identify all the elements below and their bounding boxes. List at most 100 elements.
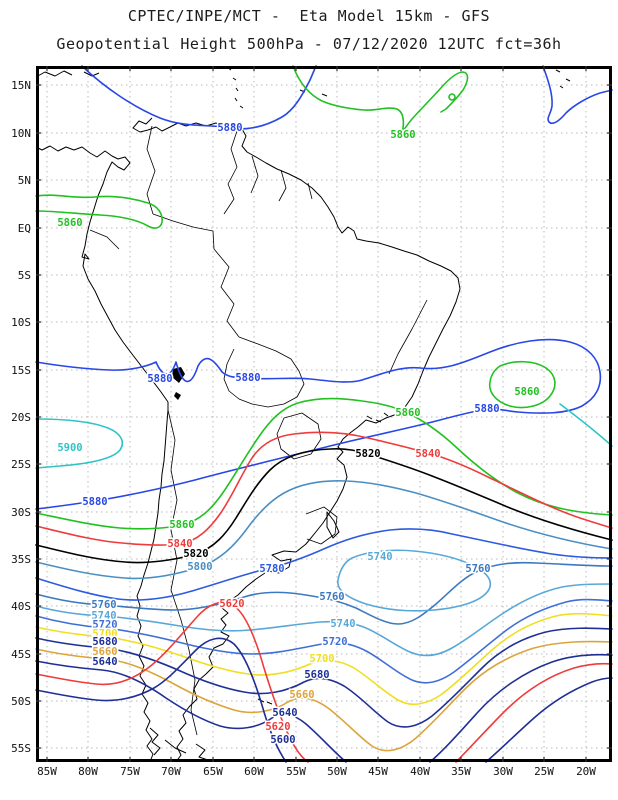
axis-ticks bbox=[36, 66, 612, 762]
lat-label-15N: 15N bbox=[11, 79, 31, 92]
contour-label-5860: 5860 bbox=[395, 407, 420, 419]
lon-label-75W: 75W bbox=[120, 765, 140, 778]
contour-5700-line bbox=[35, 612, 613, 706]
border-bolivia bbox=[223, 336, 305, 408]
contour-5600-line bbox=[35, 637, 613, 763]
contour-label-5880: 5880 bbox=[474, 403, 499, 415]
contour-label-5700: 5700 bbox=[309, 653, 334, 665]
lat-label-15S: 15S bbox=[11, 364, 31, 377]
lat-label-EQ: EQ bbox=[18, 222, 31, 235]
contour-label-5800: 5800 bbox=[187, 561, 212, 573]
contour-label-5740: 5740 bbox=[330, 618, 355, 630]
chart-title-model: CPTEC/INPE/MCT - Eta Model 15km - GFS bbox=[127, 7, 491, 25]
contour-label-5880: 5880 bbox=[235, 372, 260, 384]
border-peru-brazil bbox=[213, 248, 240, 338]
lat-label-30S: 30S bbox=[11, 506, 31, 519]
contour-label-5860: 5860 bbox=[514, 386, 539, 398]
lon-label-55W: 55W bbox=[286, 765, 306, 778]
contour-label-5880: 5880 bbox=[82, 496, 107, 508]
contour-label-5880: 5880 bbox=[147, 373, 172, 385]
contour-5860-main-line bbox=[35, 397, 613, 530]
contour-label-5760: 5760 bbox=[465, 563, 490, 575]
contour-5720-line bbox=[35, 598, 613, 684]
lon-label-50W: 50W bbox=[327, 765, 347, 778]
border-ecuador-peru bbox=[89, 229, 120, 250]
border-venezuela-colombia bbox=[146, 125, 156, 215]
borders-guianas bbox=[250, 155, 313, 202]
contour-5880-main-line bbox=[35, 338, 602, 510]
contour-label-5740: 5740 bbox=[367, 551, 392, 563]
coastline-atlantic bbox=[132, 117, 461, 763]
contour-label-5640: 5640 bbox=[272, 707, 297, 719]
contour-5880-northeast-line bbox=[542, 65, 613, 125]
contour-label-5780: 5780 bbox=[259, 563, 284, 575]
contour-5680-line bbox=[35, 627, 613, 728]
lon-label-80W: 80W bbox=[78, 765, 98, 778]
country-borders bbox=[89, 125, 428, 736]
chart-title-field: Geopotential Height 500hPa - 07/12/2020 … bbox=[56, 35, 562, 53]
contour-5860-small-loop bbox=[448, 93, 456, 101]
lat-label-50S: 50S bbox=[11, 695, 31, 708]
contour-5900-southeast-line bbox=[559, 403, 613, 447]
axis-labels: 85W 80W 75W 70W 65W 60W 55W 50W 45W 40W 35W 30W 25W 2… bbox=[11, 79, 596, 778]
contour-label-5620: 5620 bbox=[265, 721, 290, 733]
lon-label-65W: 65W bbox=[203, 765, 223, 778]
contour-label-5820: 5820 bbox=[355, 448, 380, 460]
lake-titicaca bbox=[172, 367, 185, 400]
lon-label-25W: 25W bbox=[534, 765, 554, 778]
contour-5760-line bbox=[35, 561, 613, 625]
lat-label-20S: 20S bbox=[11, 411, 31, 424]
contour-5740-closed-low bbox=[337, 549, 492, 612]
contour-label-5620: 5620 bbox=[219, 598, 244, 610]
lat-label-55S: 55S bbox=[11, 742, 31, 755]
contour-label-5600: 5600 bbox=[270, 734, 295, 746]
contour-label-5760: 5760 bbox=[91, 599, 116, 611]
lon-label-70W: 70W bbox=[161, 765, 181, 778]
contour-5900-west-loop bbox=[35, 418, 124, 469]
island-fragments-caribbean bbox=[35, 67, 328, 109]
contour-5640-line bbox=[35, 653, 613, 763]
lat-label-10S: 10S bbox=[11, 316, 31, 329]
contour-label-5720: 5720 bbox=[92, 619, 117, 631]
contour-label-5720: 5720 bbox=[322, 636, 347, 648]
contour-5860-closed-low bbox=[488, 360, 556, 409]
contour-label-5660: 5660 bbox=[289, 689, 314, 701]
patagonia-islands bbox=[149, 412, 389, 761]
contour-5660-line bbox=[35, 640, 613, 752]
contour-label-5900: 5900 bbox=[57, 442, 82, 454]
contour-5740-line bbox=[35, 583, 613, 657]
contour-labels: 5880 5860 5860 5880 5880 5860 5880 5900 5860 5820… bbox=[56, 121, 541, 748]
lat-label-35S: 35S bbox=[11, 553, 31, 566]
contour-5860-equator-line bbox=[35, 194, 163, 229]
contour-label-5680: 5680 bbox=[304, 669, 329, 681]
contour-label-5660: 5660 bbox=[92, 646, 117, 658]
island-specks-northeast bbox=[555, 69, 571, 89]
contour-5620-line bbox=[35, 601, 613, 763]
contour-lines bbox=[35, 65, 613, 763]
contour-label-5840: 5840 bbox=[167, 538, 192, 550]
contour-label-5880: 5880 bbox=[217, 122, 242, 134]
border-chile-argentina bbox=[167, 409, 198, 736]
map-frame bbox=[36, 66, 612, 762]
river-sao-francisco bbox=[388, 299, 428, 375]
border-venezuela-brazil-guyana bbox=[223, 130, 238, 215]
border-paraguay bbox=[276, 412, 322, 460]
contour-label-5700: 5700 bbox=[92, 628, 117, 640]
lagoon-patos-outline bbox=[326, 511, 340, 539]
lat-label-10N: 10N bbox=[11, 127, 31, 140]
lat-label-25S: 25S bbox=[11, 458, 31, 471]
lon-label-60W: 60W bbox=[244, 765, 264, 778]
contour-label-5860: 5860 bbox=[390, 129, 415, 141]
contour-label-5860: 5860 bbox=[169, 519, 194, 531]
contour-5800-line bbox=[35, 480, 613, 580]
lon-label-35W: 35W bbox=[451, 765, 471, 778]
contour-label-5840: 5840 bbox=[415, 448, 440, 460]
lon-label-45W: 45W bbox=[368, 765, 388, 778]
lat-label-45S: 45S bbox=[11, 648, 31, 661]
contour-5820-line bbox=[35, 447, 613, 564]
lon-label-20W: 20W bbox=[576, 765, 596, 778]
contour-5780-line bbox=[35, 528, 613, 601]
contour-label-5640: 5640 bbox=[92, 656, 117, 668]
